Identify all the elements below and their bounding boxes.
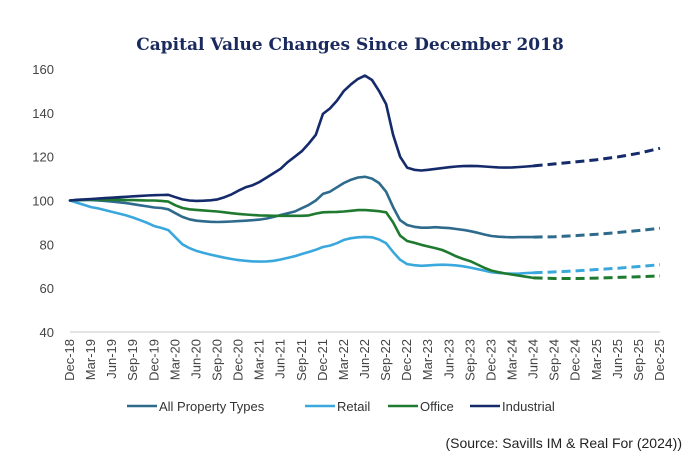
- x-tick-label: Mar-25: [589, 339, 604, 380]
- legend-label: Office: [420, 399, 454, 414]
- x-tick-label: Mar-19: [83, 339, 98, 380]
- x-tick-label: Dec-21: [315, 339, 330, 381]
- y-tick-label: 140: [32, 106, 54, 121]
- chart-title: Capital Value Changes Since December 201…: [136, 35, 564, 55]
- legend-item-retail: Retail: [305, 399, 370, 414]
- legend-label: Industrial: [502, 399, 555, 414]
- x-tick-label: Mar-24: [505, 339, 520, 380]
- y-tick-label: 60: [40, 281, 54, 296]
- x-tick-label: Jun-24: [526, 339, 541, 379]
- x-tick-label: Sep-19: [125, 339, 140, 381]
- x-tick-label: Sep-25: [631, 339, 646, 381]
- y-tick-label: 100: [32, 194, 54, 209]
- legend-label: All Property Types: [159, 399, 265, 414]
- legend-label: Retail: [337, 399, 370, 414]
- x-tick-label: Dec-19: [146, 339, 161, 381]
- x-tick-label: Dec-25: [652, 339, 667, 381]
- x-tick-label: Jun-20: [188, 339, 203, 379]
- x-tick-label: Jun-21: [273, 339, 288, 379]
- series-line-retail: [68, 199, 535, 275]
- x-tick-label: Dec-23: [483, 339, 498, 381]
- plot-area: 40 60 80 100 120 140 160 Dec-18 Mar-19 Jun-19 Sep-…: [32, 62, 667, 381]
- x-tick-label: Jun-23: [441, 339, 456, 379]
- legend: All Property Types Retail Office Industrial: [127, 399, 555, 414]
- y-tick-label: 120: [32, 150, 54, 165]
- series-forecast-all-property-types: [533, 226, 661, 239]
- legend-item-all-property-types: All Property Types: [127, 399, 265, 414]
- x-tick-label: Mar-22: [336, 339, 351, 380]
- legend-item-industrial: Industrial: [470, 399, 555, 414]
- x-tick-label: Sep-21: [294, 339, 309, 381]
- y-tick-label: 80: [40, 237, 54, 252]
- series-forecast-industrial: [533, 146, 661, 168]
- series-forecast-retail: [533, 263, 661, 275]
- x-tick-label: Dec-18: [62, 339, 77, 381]
- series-line-all-property-types: [68, 175, 535, 239]
- x-tick-label: Sep-24: [547, 339, 562, 381]
- x-tick-label: Sep-20: [210, 339, 225, 381]
- x-tick-label: Sep-23: [462, 339, 477, 381]
- x-tick-label: Dec-20: [231, 339, 246, 381]
- x-tick-label: Sep-22: [378, 339, 393, 381]
- x-tick-label: Jun-22: [357, 339, 372, 379]
- source-note: (Source: Savills IM & Real For (2024)): [445, 435, 682, 451]
- x-tick-label: Dec-24: [568, 339, 583, 381]
- x-tick-label: Mar-20: [167, 339, 182, 380]
- y-tick-label: 160: [32, 62, 54, 77]
- x-tick-label: Jun-19: [104, 339, 119, 379]
- x-tick-label: Mar-21: [252, 339, 267, 380]
- x-tick-label: Dec-22: [399, 339, 414, 381]
- x-tick-label: Jun-25: [610, 339, 625, 379]
- y-tick-label: 40: [40, 325, 54, 340]
- series-line-office: [68, 198, 535, 280]
- series-line-industrial: [68, 74, 535, 203]
- legend-item-office: Office: [388, 399, 454, 414]
- x-tick-label: Mar-23: [420, 339, 435, 380]
- series-forecast-office: [533, 274, 661, 280]
